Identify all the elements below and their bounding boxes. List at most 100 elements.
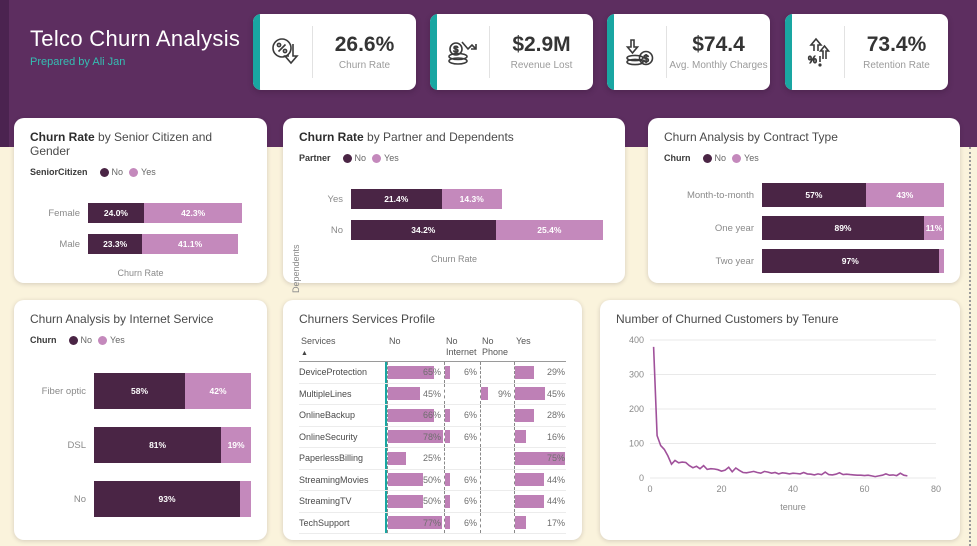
legend-item-no: No	[80, 335, 93, 345]
table-bar[interactable]	[515, 516, 527, 530]
table-row[interactable]: MultipleLines 45% 9% 45%	[299, 383, 566, 406]
table-bar[interactable]	[445, 516, 451, 530]
bar-segment-no[interactable]: 97%	[762, 249, 939, 273]
table-bar[interactable]	[445, 408, 451, 422]
panel-churned-customers-by-tenure[interactable]: Number of Churned Customers by Tenure 0 1…	[600, 300, 960, 540]
table-bar[interactable]	[388, 430, 443, 444]
bar-segment-no[interactable]: 23.3%	[88, 234, 143, 254]
value-label: 6%	[463, 431, 477, 442]
panel-churners-services-profile[interactable]: Churners Services Profile Services ▲ No …	[283, 300, 582, 540]
table-bar[interactable]	[388, 451, 406, 465]
table-bar[interactable]	[481, 387, 489, 401]
column-header-no-phone[interactable]: No Phone	[482, 336, 509, 357]
table-bar[interactable]	[515, 365, 535, 379]
bar-chart: Fiber optic 58% 42% DSL 81% 19% No 93%	[30, 373, 251, 517]
tenure-line[interactable]	[652, 346, 908, 478]
table-bar[interactable]	[515, 451, 565, 465]
bar-cell-no_phone	[480, 426, 514, 448]
table-bar[interactable]	[445, 494, 451, 508]
panel-churn-by-contract-type[interactable]: Churn Analysis by Contract Type Churn No…	[648, 118, 960, 283]
table-bar[interactable]	[445, 473, 451, 487]
bar-segment-no[interactable]: 89%	[762, 216, 924, 240]
bar-cell-no_phone	[480, 362, 514, 383]
bar-segment-no[interactable]: 57%	[762, 183, 866, 207]
panel-churn-by-partner-dependents[interactable]: Churn Rate by Partner and Dependents Par…	[283, 118, 625, 293]
bar-segment-no[interactable]: 24.0%	[88, 203, 144, 223]
table-bar[interactable]	[445, 430, 451, 444]
table-row[interactable]: OnlineSecurity 78% 6% 16%	[299, 426, 566, 449]
bar-segment-yes[interactable]: 14.3%	[441, 189, 502, 209]
panel-churn-by-internet-service[interactable]: Churn Analysis by Internet Service Churn…	[14, 300, 267, 540]
table-bar[interactable]	[515, 408, 534, 422]
table-row[interactable]: TechSupport 77% 6% 17%	[299, 512, 566, 535]
column-header-no-internet[interactable]: No Internet	[446, 336, 477, 357]
x-tick-label: 40	[788, 484, 798, 494]
bar-segment-no[interactable]: 58%	[94, 373, 186, 409]
bar-segment-no[interactable]: 34.2%	[351, 220, 496, 240]
value-label: 45%	[546, 388, 565, 399]
table-bar[interactable]	[388, 473, 423, 487]
legend-dot-no	[342, 153, 352, 163]
bar-segment-no[interactable]: 21.4%	[351, 189, 442, 209]
sort-ascending-icon[interactable]: ▲	[301, 349, 308, 357]
bar-segment-yes[interactable]: 19%	[221, 427, 251, 463]
bar-track: 93%	[94, 481, 251, 517]
column-header-yes[interactable]: Yes	[516, 336, 531, 346]
bar-segment-yes[interactable]: 25.4%	[495, 220, 604, 240]
table-bar[interactable]	[515, 494, 545, 508]
table-bar[interactable]	[445, 365, 451, 379]
table-row[interactable]: StreamingMovies 50% 6% 44%	[299, 469, 566, 492]
table-row[interactable]: PaperlessBilling 25% 75%	[299, 448, 566, 470]
kpi-card-avg-monthly-charges[interactable]: $ $74.4 Avg. Monthly Charges	[607, 14, 770, 90]
x-axis-label: Churn Rate	[430, 254, 478, 264]
table-bar[interactable]	[515, 387, 545, 401]
table-bar[interactable]	[388, 408, 435, 422]
bar-row: No 34.2% 25.4%	[313, 220, 609, 240]
legend: Churn No Yes	[30, 335, 251, 345]
service-name: StreamingTV	[299, 491, 387, 512]
kpi-card-revenue-lost[interactable]: $ $2.9M Revenue Lost	[430, 14, 593, 90]
table-bar[interactable]	[515, 473, 545, 487]
bar-cell-no_internet: 6%	[444, 469, 480, 491]
table-bar[interactable]	[388, 516, 442, 530]
bar-segment-yes[interactable]: 43%	[865, 183, 944, 207]
bar-track: 89% 11%	[762, 216, 944, 240]
category-label: Male	[59, 238, 80, 250]
bar-cell-no_internet: 6%	[444, 426, 480, 448]
bar-cell-no: 45%	[387, 383, 444, 405]
bar-segment-yes[interactable]: 42.3%	[143, 203, 243, 223]
value-label: 29%	[546, 367, 565, 378]
bar-track: 34.2% 25.4%	[351, 220, 609, 240]
service-name: TechSupport	[299, 512, 387, 534]
bar-cell-no: 50%	[387, 491, 444, 512]
panel-title: Churners Services Profile	[299, 312, 436, 326]
growth-arrows-percent-icon: %	[792, 14, 844, 90]
column-header-services[interactable]: Services ▲	[299, 336, 387, 358]
value-label: 77%	[422, 517, 441, 528]
kpi-card-churn-rate[interactable]: 26.6% Churn Rate	[253, 14, 416, 90]
bar-segment-yes[interactable]: 41.1%	[142, 234, 238, 254]
bar-segment-yes[interactable]	[240, 481, 251, 517]
bar-segment-yes[interactable]: 11%	[923, 216, 944, 240]
coins-down-arrow-icon: $	[614, 14, 666, 90]
table-bar[interactable]	[388, 387, 420, 401]
bar-segment-yes[interactable]	[938, 249, 944, 273]
legend-item-yes: Yes	[744, 153, 759, 163]
tenure-line-chart[interactable]: 0 100 200 300 400 0 20 40 60 80 tenure	[616, 326, 944, 518]
table-row[interactable]: DeviceProtection 65% 6% 29%	[299, 362, 566, 384]
table-row[interactable]: OnlineBackup 66% 6% 28%	[299, 405, 566, 427]
column-header-no[interactable]: No	[389, 336, 401, 346]
bar-segment-no[interactable]: 93%	[94, 481, 240, 517]
table-body: DeviceProtection 65% 6% 29% MultipleLines 45%…	[299, 362, 566, 535]
panel-churn-by-senior-citizen-gender[interactable]: Churn Rate by Senior Citizen and Gender …	[14, 118, 267, 283]
table-bar[interactable]	[515, 430, 526, 444]
bar-segment-yes[interactable]: 42%	[185, 373, 251, 409]
table-row[interactable]: StreamingTV 50% 6% 44%	[299, 491, 566, 513]
kpi-label: Churn Rate	[338, 60, 391, 71]
table-bar[interactable]	[388, 494, 423, 508]
bar-cell-no_phone	[480, 448, 514, 469]
kpi-card-retention-rate[interactable]: % 73.4% Retention Rate	[785, 14, 948, 90]
bar-segment-no[interactable]: 81%	[94, 427, 222, 463]
table-bar[interactable]	[388, 365, 434, 379]
